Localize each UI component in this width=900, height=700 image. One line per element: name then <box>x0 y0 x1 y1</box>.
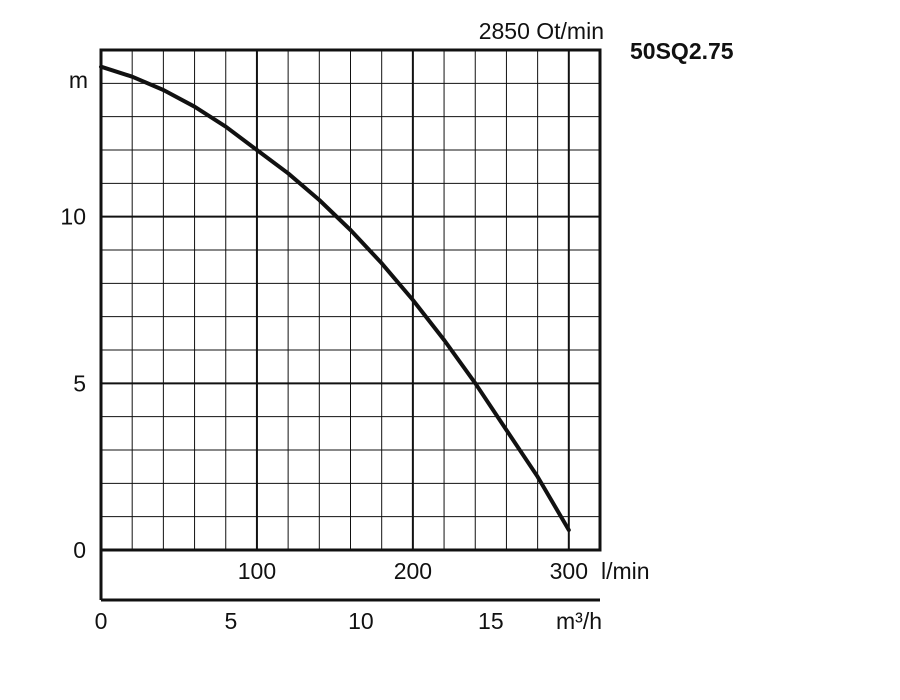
x-unit-m3h-label: m³/h <box>556 608 602 634</box>
x-tick-label-m3h: 15 <box>478 608 504 634</box>
grid <box>101 50 600 550</box>
x-tick-label-lmin: 200 <box>394 558 432 584</box>
curve-group <box>99 64 571 532</box>
head-flow-curve <box>99 64 571 532</box>
x-tick-label-m3h: 0 <box>95 608 108 634</box>
y-tick-label: 10 <box>60 204 86 230</box>
y-tick-label: 0 <box>73 537 86 563</box>
speed-label: 2850 Ot/min <box>479 18 604 44</box>
y-tick-label: 5 <box>73 370 86 396</box>
model-label: 50SQ2.75 <box>630 38 734 64</box>
x-unit-lmin-label: l/min <box>601 558 650 584</box>
x-tick-label-m3h: 10 <box>348 608 374 634</box>
plot-frame <box>99 48 602 552</box>
labels: 2850 Ot/min 50SQ2.75 m l/min m³/h 0 5 10 10… <box>60 18 733 634</box>
x-tick-label-m3h: 5 <box>225 608 238 634</box>
y-axis-unit-label: m <box>69 67 88 93</box>
x-tick-label-lmin: 100 <box>238 558 276 584</box>
x-tick-label-lmin: 300 <box>550 558 588 584</box>
